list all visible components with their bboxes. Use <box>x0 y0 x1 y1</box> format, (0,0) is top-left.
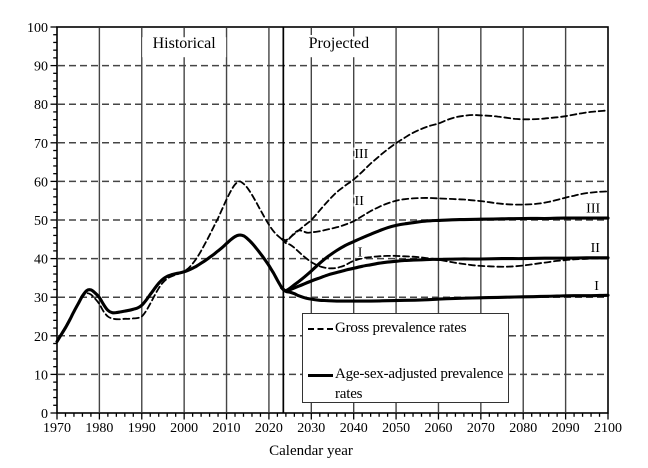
plot-frame <box>56 26 609 414</box>
series-label-adjusted-III: III <box>586 201 600 216</box>
series-label-adjusted-I: I <box>594 279 599 294</box>
x-tick-label: 2030 <box>297 421 325 436</box>
x-tick-label: 1990 <box>128 421 156 436</box>
x-tick-label: 2000 <box>170 421 198 436</box>
adjusted-line-sample <box>308 373 333 377</box>
x-tick-label: 1970 <box>43 421 71 436</box>
x-tick-label: 2070 <box>467 421 495 436</box>
x-tick-label: 2080 <box>509 421 537 436</box>
series-adjusted-II <box>280 256 610 293</box>
y-tick-label: 90 <box>34 60 48 75</box>
x-tick-label: 2050 <box>382 421 410 436</box>
x-tick-label: 2090 <box>552 421 580 436</box>
legend-item-gross: Gross prevalence rates <box>308 319 508 339</box>
x-tick-label: 2060 <box>424 421 452 436</box>
zone-label-backdrop <box>142 37 227 58</box>
y-tick-label: 10 <box>34 368 48 383</box>
series-gross-historical <box>56 180 283 342</box>
series-gross-III <box>280 109 609 242</box>
series-adjusted-III <box>280 216 610 293</box>
y-tick-label: 20 <box>34 330 48 345</box>
series-adjusted-I <box>280 286 610 303</box>
series-label-adjusted-II: II <box>591 241 601 256</box>
zone-label: Historical <box>153 35 217 52</box>
x-axis-title: Calendar year <box>269 443 353 459</box>
series-label-gross-II: II <box>355 194 365 209</box>
legend-label-gross: Gross prevalence rates <box>335 320 467 336</box>
y-tick-label: 0 <box>41 407 48 422</box>
y-tick-label: 100 <box>27 21 48 36</box>
gross-line-sample <box>308 328 333 330</box>
tick-labels: 1970 1980 1990 2000 2010 2020 2030 2040 2050 2060… <box>27 21 622 436</box>
zone-label-backdrop <box>300 37 378 58</box>
y-tick-label: 50 <box>34 214 48 229</box>
x-tick-label: 2020 <box>255 421 283 436</box>
legend-item-adjusted: Age-sex-adjusted prevalence rates <box>308 365 508 405</box>
series-curves <box>55 109 610 344</box>
series-adjusted-historical <box>55 233 284 344</box>
series-label-gross-III: III <box>354 147 368 162</box>
x-tick-label: 2100 <box>594 421 622 436</box>
y-tick-label: 80 <box>34 98 48 113</box>
x-tick-label: 2010 <box>213 421 241 436</box>
series-label-gross-I: I <box>358 246 363 261</box>
x-tick-label: 2040 <box>340 421 368 436</box>
legend: Gross prevalence rates Age-sex-adjusted … <box>302 313 509 403</box>
y-tick-label: 70 <box>34 137 48 152</box>
x-tick-label: 1980 <box>85 421 113 436</box>
zone-label: Projected <box>309 35 369 52</box>
y-tick-label: 40 <box>34 253 48 268</box>
y-tick-label: 30 <box>34 291 48 306</box>
series-gross-I <box>280 238 609 270</box>
legend-label-adjusted: Age-sex-adjusted prevalence rates <box>335 365 504 402</box>
y-tick-label: 60 <box>34 175 48 190</box>
series-gross-II <box>280 190 609 243</box>
